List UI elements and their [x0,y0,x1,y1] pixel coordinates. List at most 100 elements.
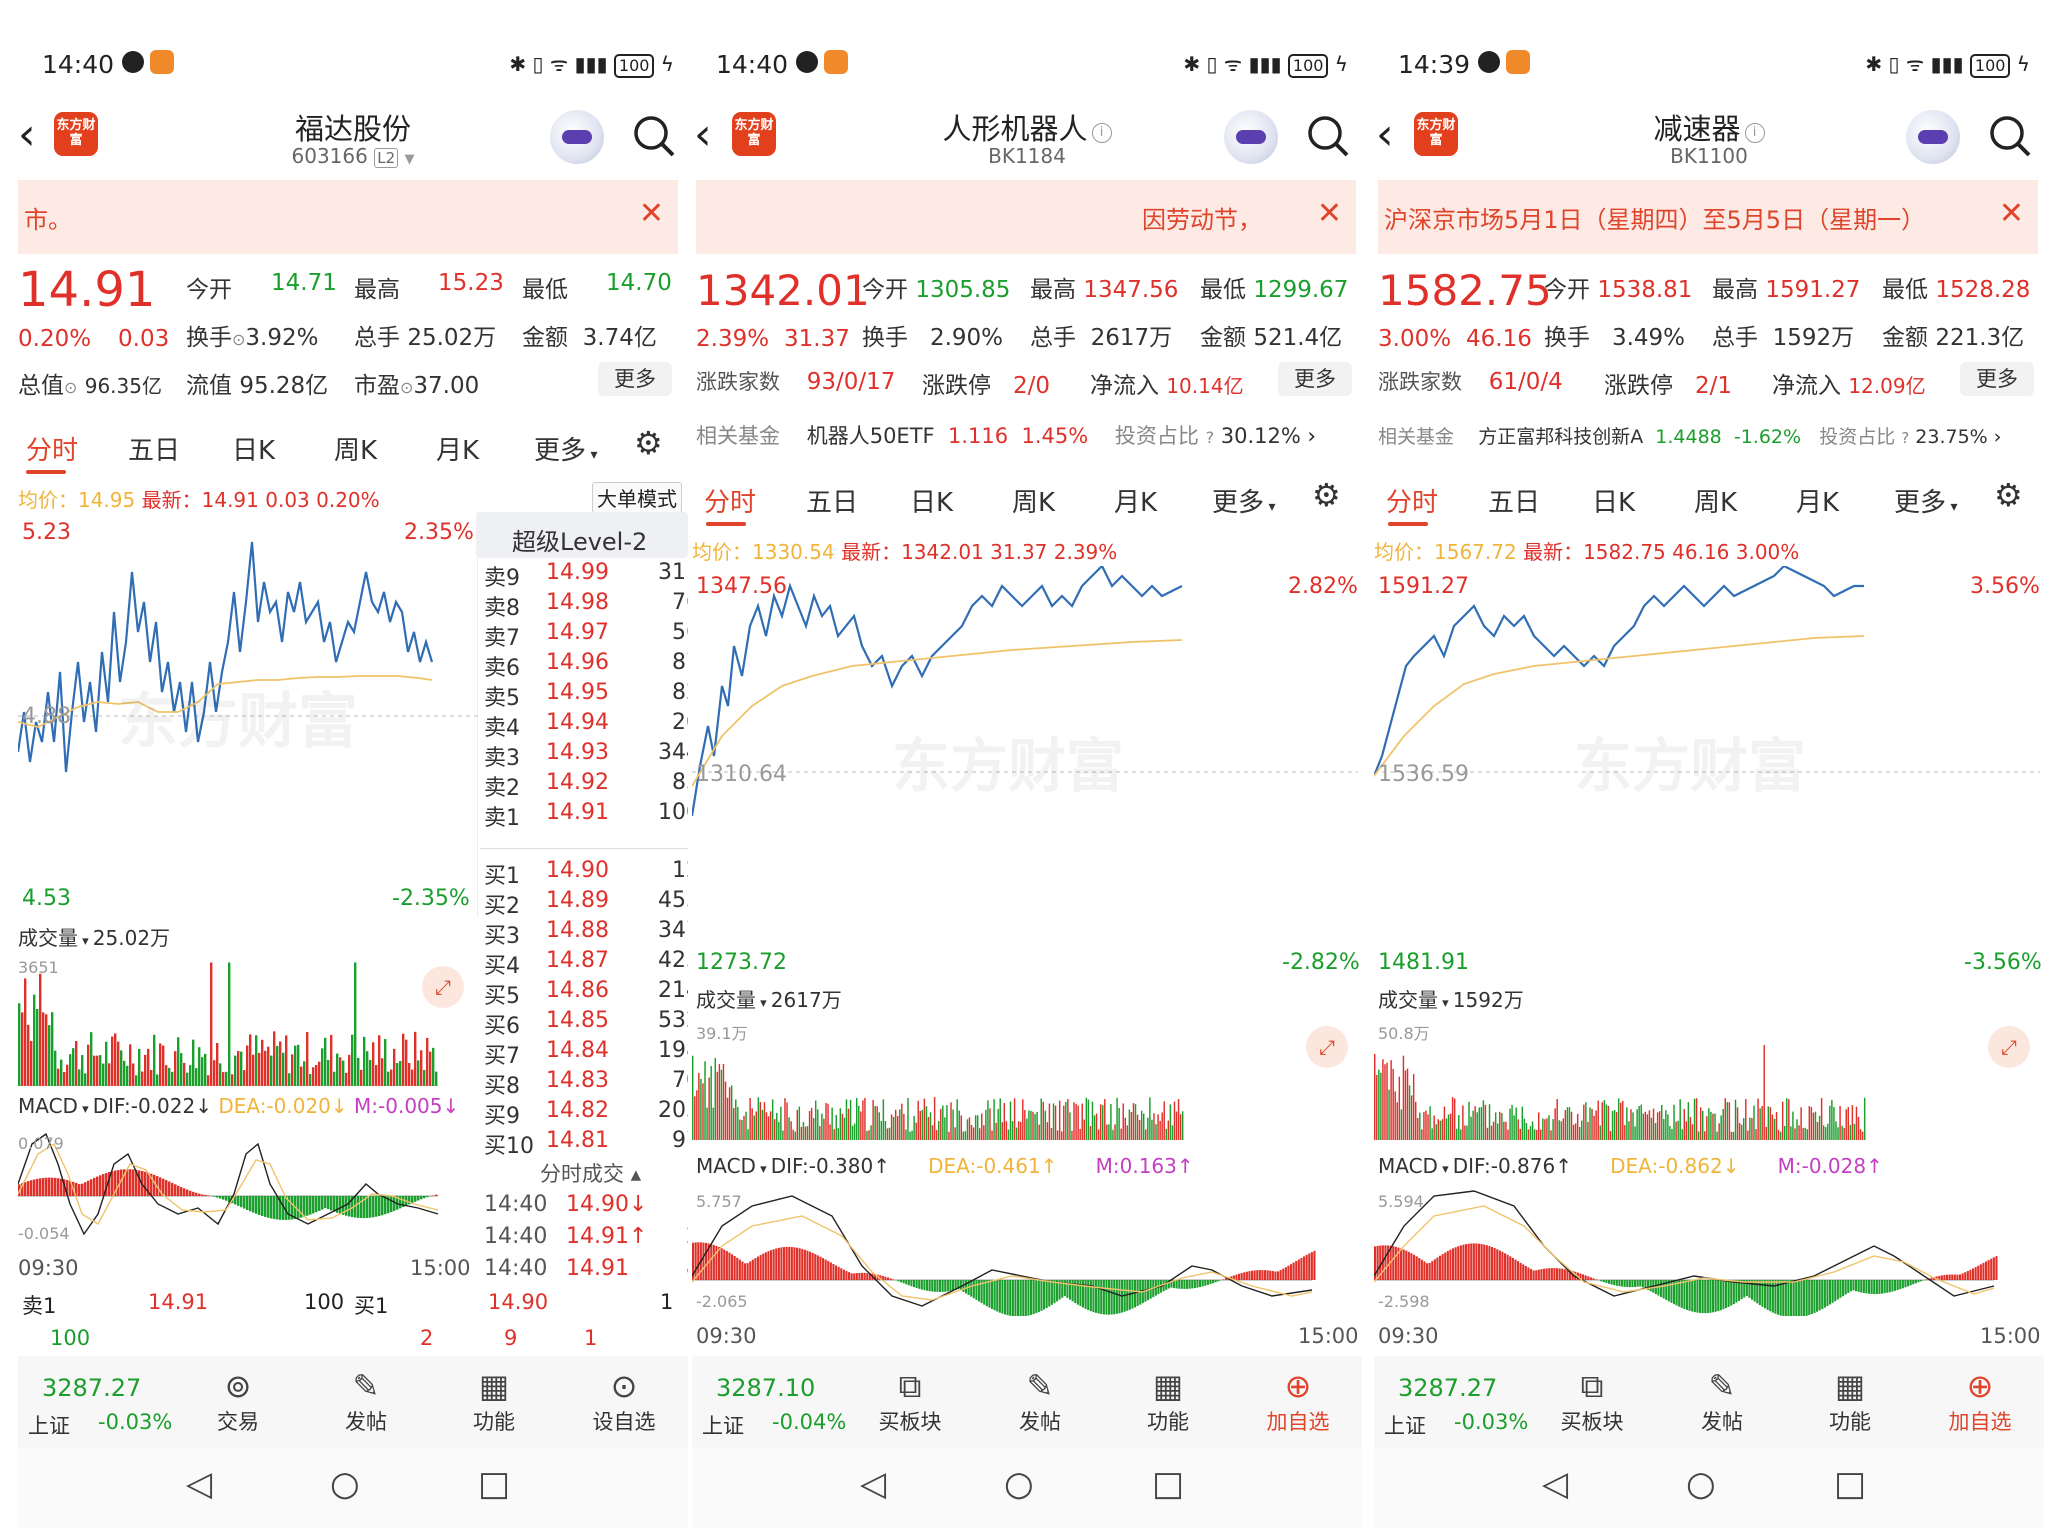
macd-bar [837,1266,840,1280]
assistant-robot-icon[interactable] [1224,110,1278,164]
close-icon[interactable]: ✕ [638,196,664,231]
search-icon[interactable] [1306,114,1350,158]
set-watchlist-button[interactable]: ⊙ 设自选 [574,1366,674,1436]
tab-daily-k[interactable]: 日K [1592,488,1636,518]
tab-monthly-k[interactable]: 月K [436,436,480,466]
notice-banner[interactable]: 沪深京市场5月1日（星期四）至5月5日（星期一） ✕ [1378,180,2038,254]
back-icon[interactable]: ‹ [1376,109,1394,160]
add-watchlist-button[interactable]: ⊕ 加自选 [1248,1366,1348,1436]
index-value[interactable]: 3287.10 [716,1374,816,1402]
volume-bar [1453,1098,1456,1140]
tab-weekly-k[interactable]: 周K [1694,488,1738,518]
back-triangle-icon[interactable]: ◁ [860,1464,887,1504]
single-mode-button[interactable]: 大单模式 [592,482,682,513]
ob-price: 14.94 [546,710,609,735]
macd-bar [1631,1280,1634,1288]
volume-header[interactable]: 成交量 ▾ 2617万 [696,988,842,1012]
tab-weekly-k[interactable]: 周K [334,436,378,466]
recents-square-icon[interactable]: □ [1152,1464,1185,1504]
related-fund-row[interactable]: 相关基金 机器人50ETF 1.116 1.45% 投资占比 ? 30.12% … [696,424,1316,448]
info-icon[interactable]: i [1091,123,1112,143]
expand-icon[interactable]: ⤢ [422,966,464,1008]
last-price: 14.91 [18,262,156,318]
home-circle-icon[interactable]: ○ [1004,1464,1034,1504]
macd-header[interactable]: MACD ▾ DIF:-0.876↑ DEA:-0.862↓ M:-0.028↑ [1378,1154,1883,1178]
volume-bar [357,1057,360,1086]
assistant-robot-icon[interactable] [550,110,604,164]
tab-intraday[interactable]: 分时 [704,488,757,518]
post-button[interactable]: ✎ 发帖 [990,1366,1090,1436]
functions-button[interactable]: ▦ 功能 [1118,1366,1218,1436]
tab-weekly-k[interactable]: 周K [1012,488,1056,518]
back-triangle-icon[interactable]: ◁ [1542,1464,1569,1504]
tab-monthly-k[interactable]: 月K [1114,488,1158,518]
more-button[interactable]: 更多 [1278,362,1352,396]
macd-bar [816,1255,819,1280]
back-icon[interactable]: ‹ [18,109,36,160]
volume-bar [1538,1112,1540,1140]
volume-bar [1738,1123,1741,1140]
home-circle-icon[interactable]: ○ [1686,1464,1716,1504]
tab-more[interactable]: 更多 ▾ [1894,488,1958,518]
tab-5day[interactable]: 五日 [806,488,859,518]
edit-icon: ✎ [1026,1367,1054,1405]
macd-header[interactable]: MACD ▾ DIF:-0.022↓ DEA:-0.020↓ M:-0.005↓ [18,1094,460,1118]
macd-bar [201,1194,204,1196]
bottom-nav: 3287.27 上证 -0.03% ⧉ 买板块 ✎ 发帖 ▦ 功能 ⊕ 加自选 [1374,1356,2044,1448]
expand-icon[interactable]: ⤢ [1988,1026,2030,1068]
tab-intraday[interactable]: 分时 [1386,488,1439,518]
functions-button[interactable]: ▦ 功能 [1800,1366,1900,1436]
expand-icon[interactable]: ⤢ [1306,1026,1348,1068]
level2-header[interactable]: 超级Level-2 [476,512,688,558]
recents-square-icon[interactable]: □ [1834,1464,1867,1504]
post-button[interactable]: ✎ 发帖 [316,1366,416,1436]
tab-more[interactable]: 更多 ▾ [534,436,598,466]
macd-header[interactable]: MACD ▾ DIF:-0.380↑ DEA:-0.461↑ M:0.163↑ [696,1154,1194,1178]
notice-banner[interactable]: 因劳动节， ✕ [696,180,1356,254]
volume-bar [1406,1068,1409,1140]
assistant-robot-icon[interactable] [1906,110,1960,164]
post-button[interactable]: ✎ 发帖 [1672,1366,1772,1436]
back-triangle-icon[interactable]: ◁ [186,1464,213,1504]
add-watchlist-button[interactable]: ⊕ 加自选 [1930,1366,2030,1436]
settings-gear-icon[interactable]: ⚙ [1312,476,1341,514]
index-value[interactable]: 3287.27 [1398,1374,1498,1402]
tab-more[interactable]: 更多 ▾ [1212,488,1276,518]
tab-daily-k[interactable]: 日K [232,436,276,466]
tick-trade-toggle[interactable]: 分时成交 ▴ [540,1162,642,1186]
macd-bar [408,1196,411,1205]
settings-gear-icon[interactable]: ⚙ [634,424,663,462]
tab-daily-k[interactable]: 日K [910,488,954,518]
tab-5day[interactable]: 五日 [1488,488,1541,518]
tab-intraday[interactable]: 分时 [26,436,79,466]
volume-bar [911,1130,913,1140]
index-value[interactable]: 3287.27 [42,1374,142,1402]
trade-button[interactable]: ⊚ 交易 [188,1366,288,1436]
info-icon[interactable]: i [1744,123,1765,143]
more-button[interactable]: 更多 [1960,362,2034,396]
search-icon[interactable] [632,114,676,158]
settings-gear-icon[interactable]: ⚙ [1994,476,2023,514]
close-icon[interactable]: ✕ [1316,196,1342,231]
search-icon[interactable] [1988,114,2032,158]
notice-banner[interactable]: 市。 ✕ [18,180,678,254]
macd-bar [1899,1280,1902,1290]
volume-header[interactable]: 成交量 ▾ 25.02万 [18,926,171,950]
back-icon[interactable]: ‹ [694,109,712,160]
buy-sector-button[interactable]: ⧉ 买板块 [1542,1366,1642,1436]
recents-square-icon[interactable]: □ [478,1464,511,1504]
tab-5day[interactable]: 五日 [128,436,181,466]
volume-header[interactable]: 成交量 ▾ 1592万 [1378,988,1524,1012]
macd-bar [150,1173,153,1196]
related-fund-row[interactable]: 相关基金 方正富邦科技创新A 1.4488 -1.62% 投资占比 ? 23.7… [1378,426,2002,448]
tab-monthly-k[interactable]: 月K [1796,488,1840,518]
more-button[interactable]: 更多 [598,362,672,396]
functions-button[interactable]: ▦ 功能 [444,1366,544,1436]
macd-bar [1584,1275,1587,1280]
macd-bar [939,1280,942,1292]
buy-sector-button[interactable]: ⧉ 买板块 [860,1366,960,1436]
macd-bar [48,1177,51,1196]
close-icon[interactable]: ✕ [1998,196,2024,231]
home-circle-icon[interactable]: ○ [330,1464,360,1504]
volume-bar [1704,1131,1706,1140]
